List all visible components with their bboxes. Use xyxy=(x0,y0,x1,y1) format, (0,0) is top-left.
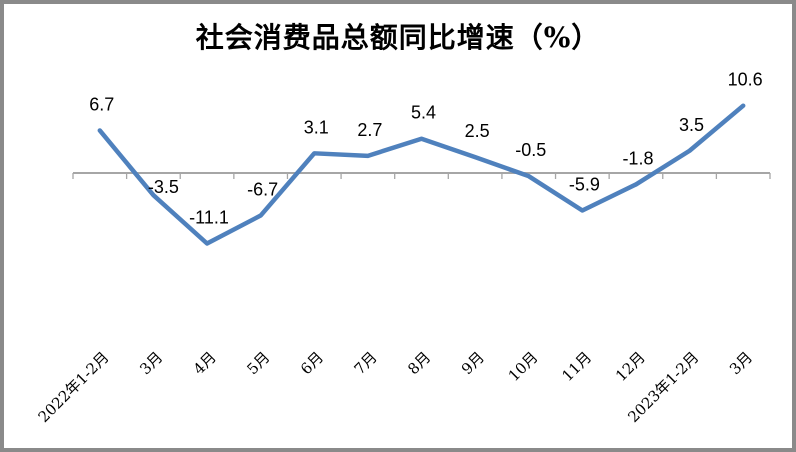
data-label: -0.5 xyxy=(515,140,546,160)
data-label: -11.1 xyxy=(189,207,229,227)
data-label: 2.7 xyxy=(357,120,382,140)
series-line xyxy=(97,103,746,246)
data-label: 6.7 xyxy=(89,94,114,114)
chart-title: 社会消费品总额同比增速（%） xyxy=(195,21,601,54)
x-axis-label: 8月 xyxy=(404,348,434,378)
x-axis-label: 10月 xyxy=(505,348,542,385)
data-label: -1.8 xyxy=(622,148,653,168)
data-label: -6.7 xyxy=(247,180,278,200)
data-label: 3.1 xyxy=(304,117,329,137)
x-axis-label: 7月 xyxy=(351,348,381,378)
x-axis-label: 3月 xyxy=(136,348,166,378)
data-label: 3.5 xyxy=(679,115,704,135)
x-axis-label: 4月 xyxy=(190,348,220,378)
data-label: 5.4 xyxy=(411,103,436,123)
x-axis-label: 6月 xyxy=(297,348,327,378)
x-axis-label: 11月 xyxy=(558,348,595,385)
x-axis-label: 12月 xyxy=(612,348,649,385)
data-label: -5.9 xyxy=(569,174,600,194)
line-chart-canvas: 6.7 -3.5 -11.1 -6.7 3.1 2.7 5.4 2.5 -0.5 -5.9 -1.8… xyxy=(35,70,771,426)
x-axis-label: 2022年1-2月 xyxy=(35,348,113,426)
data-label: -3.5 xyxy=(148,177,179,197)
data-label: 10.6 xyxy=(728,70,763,90)
x-axis-label: 3月 xyxy=(726,348,756,378)
x-axis-label: 9月 xyxy=(458,348,488,378)
x-axis-label: 5月 xyxy=(243,348,273,378)
data-label: 2.5 xyxy=(465,121,490,141)
